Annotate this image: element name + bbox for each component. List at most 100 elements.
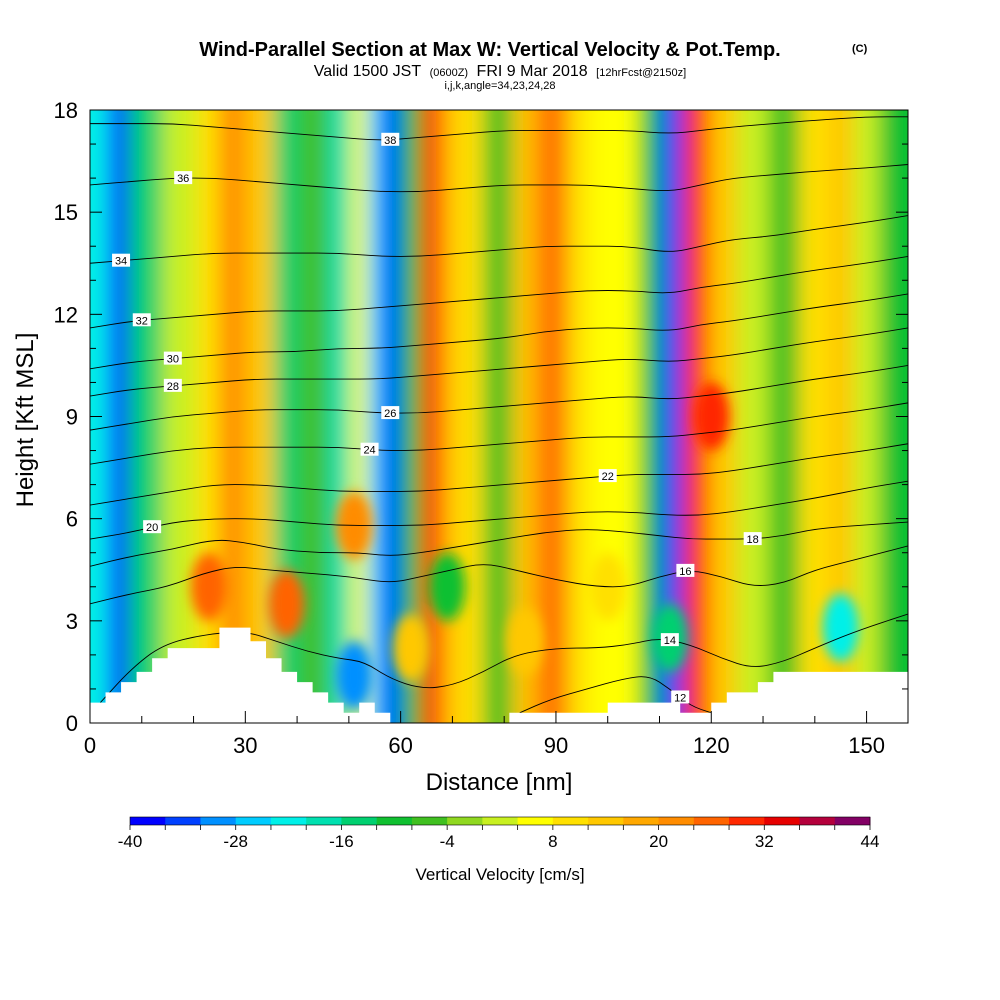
theta-label-text: 24 [363,445,375,457]
theta-label-text: 28 [167,381,179,393]
velocity-column [768,110,800,723]
x-tick-label: 90 [544,733,568,758]
colorbar-swatch [588,817,624,825]
colorbar-tick-label: 32 [755,832,774,851]
theta-label-12: 12 [671,690,690,704]
theta-label-text: 20 [146,522,158,534]
velocity-column [366,110,383,723]
velocity-column [853,110,880,723]
colorbar-swatch [341,817,378,825]
colorbar-swatch [270,817,307,825]
theta-label-text: 26 [384,408,396,420]
velocity-column [219,110,246,723]
colorbar-swatch [306,817,342,825]
colorbar-tick-label: -28 [223,832,248,851]
velocity-column [566,110,590,723]
theta-contour-labels: 12 14 16 18 20 22 24 26 28 30 32 34 36 38 [112,132,762,704]
theta-contour-28 [90,327,908,397]
colorbar-swatch [482,817,519,825]
plot-area: 12 14 16 18 20 22 24 26 28 30 32 34 36 38 [90,110,908,723]
theta-label-text: 18 [747,534,759,546]
colorbar-swatch [130,817,166,825]
theta-label-text: 34 [115,256,127,268]
velocity-column [108,110,129,723]
colorbar-tick-label: -16 [329,832,354,851]
theta-contour-32 [90,255,908,329]
theta-label-18: 18 [743,532,762,546]
colorbar-swatch [552,817,589,825]
y-axis-label: Height [Kft MSL] [12,333,39,508]
colorbar-tick-label: -4 [440,832,455,851]
velocity-column [460,110,484,723]
y-tick-label: 15 [54,200,78,225]
x-tick-label: 60 [388,733,412,758]
colorbar-tick-label: 44 [861,832,880,851]
valid-utc: (0600Z) [430,67,469,79]
y-tick-label: 18 [54,98,78,123]
velocity-cell [268,569,305,638]
theta-label-28: 28 [163,378,182,393]
y-tick-label: 6 [66,507,78,532]
theta-label-text: 14 [664,635,676,647]
theta-label-36: 36 [174,171,193,185]
velocity-column [589,110,616,723]
colorbar-swatch [764,817,801,825]
colorbar-swatch [729,817,765,825]
theta-label-38: 38 [381,132,400,147]
velocity-column [196,110,220,723]
velocity-column [400,110,422,723]
theta-label-text: 30 [167,354,179,366]
chart-title: Wind-Parallel Section at Max W: Vertical… [199,39,780,61]
theta-contour-34 [90,215,908,264]
colorbar-swatch [235,817,272,825]
x-tick-label: 150 [848,733,885,758]
colorbar-tick-label: 20 [649,832,668,851]
colorbar-label: Vertical Velocity [cm/s] [415,865,584,884]
copyright-mark: (C) [852,43,868,55]
velocity-column [245,110,274,723]
theta-contour-30 [90,293,908,370]
colorbar-swatch [799,817,836,825]
velocity-column [128,110,163,723]
velocity-cell [336,641,373,710]
velocity-cell [693,382,730,451]
theta-label-30: 30 [163,351,182,366]
theta-label-text: 32 [136,315,148,327]
velocity-field [90,110,908,723]
theta-contour-38 [90,116,908,141]
theta-label-text: 36 [177,173,189,185]
velocity-column [511,110,533,723]
velocity-cell [506,607,543,676]
velocity-column [299,110,329,723]
velocity-column [737,110,769,723]
velocity-column [442,110,461,723]
terrain-mask [90,627,908,723]
colorbar-swatch [376,817,413,825]
theta-label-text: 16 [679,566,691,578]
theta-label-14: 14 [660,633,679,647]
colorbar-frame [129,816,871,826]
colorbar-swatch [658,817,695,825]
valid-time: Valid 1500 JST [314,63,422,80]
velocity-column [328,110,352,723]
theta-label-22: 22 [598,469,617,483]
theta-contour-24 [90,402,908,465]
velocity-column [483,110,512,723]
colorbar-swatch [834,817,871,825]
colorbar-tick-label: 8 [548,832,557,851]
colorbar: -40 -28 -16 -4 8 20 32 44 [118,816,880,851]
theta-label-26: 26 [381,406,400,420]
velocity-column [351,110,367,723]
colorbar-swatch [411,817,448,825]
velocity-column [638,110,660,723]
colorbar-tick-label: -40 [118,832,143,851]
theta-contour-20 [90,480,908,540]
y-tick-label: 0 [66,711,78,736]
colorbar-swatch [447,817,483,825]
x-tick-label: 30 [233,733,257,758]
velocity-cell [822,593,859,662]
colorbar-swatch [200,817,237,825]
velocity-cell [191,552,228,621]
